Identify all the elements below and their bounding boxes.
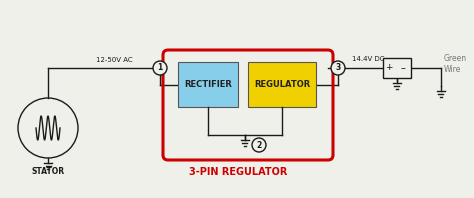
Text: +: +	[385, 64, 393, 72]
FancyBboxPatch shape	[178, 62, 238, 107]
Text: 3-PIN REGULATOR: 3-PIN REGULATOR	[189, 167, 287, 177]
Text: 2: 2	[256, 141, 262, 149]
Circle shape	[252, 138, 266, 152]
Text: 12-50V AC: 12-50V AC	[96, 57, 132, 63]
Text: 1: 1	[157, 64, 163, 72]
Circle shape	[331, 61, 345, 75]
Text: STATOR: STATOR	[31, 167, 64, 176]
FancyBboxPatch shape	[248, 62, 316, 107]
Text: REGULATOR: REGULATOR	[254, 80, 310, 89]
Text: 14.4V DC: 14.4V DC	[352, 56, 384, 62]
Text: RECTIFIER: RECTIFIER	[184, 80, 232, 89]
Text: –: –	[401, 63, 405, 73]
Text: 3: 3	[336, 64, 341, 72]
Text: Green
Wire: Green Wire	[444, 54, 467, 74]
FancyBboxPatch shape	[383, 58, 411, 78]
Circle shape	[153, 61, 167, 75]
